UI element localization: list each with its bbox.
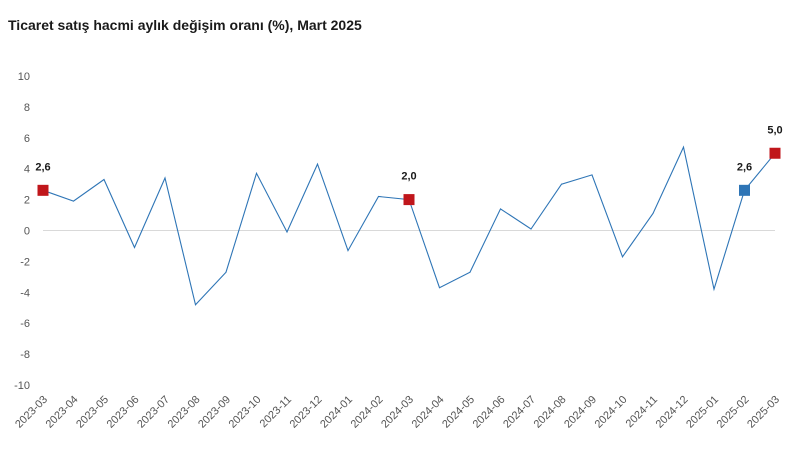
x-tick-label: 2023-04 xyxy=(44,394,81,431)
y-tick-label: 0 xyxy=(24,226,30,238)
data-label: 5,0 xyxy=(767,124,782,136)
y-tick-label: 8 xyxy=(24,102,30,114)
x-tick-label: 2024-09 xyxy=(562,394,599,431)
data-label: 2,6 xyxy=(35,161,50,173)
data-point xyxy=(164,177,166,179)
data-point xyxy=(500,208,501,210)
x-tick-label: 2024-06 xyxy=(471,394,508,431)
x-tick-label: 2024-02 xyxy=(349,394,386,431)
highlight-marker xyxy=(739,184,750,196)
y-tick-label: -8 xyxy=(20,349,30,361)
data-point xyxy=(683,146,684,148)
data-point xyxy=(73,200,74,202)
x-tick-label: 2025-03 xyxy=(745,394,782,431)
highlight-marker xyxy=(403,194,415,206)
x-tick-label: 2024-03 xyxy=(379,394,416,431)
data-label: 2,0 xyxy=(401,171,416,183)
x-tick-label: 2023-08 xyxy=(166,394,203,431)
data-point xyxy=(286,231,288,233)
y-tick-label: -2 xyxy=(20,256,30,268)
y-tick-label: 4 xyxy=(24,164,30,176)
x-tick-label: 2024-12 xyxy=(654,394,691,431)
highlight-marker xyxy=(769,147,781,159)
data-point xyxy=(378,196,379,198)
data-point xyxy=(713,288,715,290)
x-axis-ticks: 2023-032023-042023-052023-062023-072023-… xyxy=(13,394,782,431)
x-tick-label: 2024-07 xyxy=(501,394,538,431)
x-tick-label: 2024-08 xyxy=(532,394,569,431)
data-point xyxy=(530,228,532,230)
data-point xyxy=(439,287,440,289)
data-point xyxy=(225,271,227,273)
x-tick-label: 2023-07 xyxy=(135,394,172,431)
data-point xyxy=(622,256,623,258)
x-tick-label: 2024-05 xyxy=(440,394,477,431)
data-point xyxy=(103,179,105,181)
highlight-marker xyxy=(37,184,49,196)
data-point xyxy=(134,246,135,248)
y-axis-ticks: 10 8 6 4 2 0 -2 -4 -6 -8 -10 xyxy=(14,71,30,392)
x-tick-label: 2023-05 xyxy=(74,394,111,431)
data-point xyxy=(469,271,471,273)
y-tick-label: -10 xyxy=(14,380,30,392)
data-point xyxy=(591,174,593,176)
data-point xyxy=(195,304,196,306)
y-tick-label: 6 xyxy=(24,133,30,145)
x-tick-label: 2024-04 xyxy=(410,394,447,431)
data-point xyxy=(561,183,562,185)
x-tick-label: 2025-01 xyxy=(684,394,721,431)
y-tick-label: 2 xyxy=(24,195,30,207)
x-tick-label: 2023-09 xyxy=(196,394,233,431)
data-point xyxy=(317,163,318,165)
x-tick-label: 2023-06 xyxy=(105,394,142,431)
highlight-layer: 2,6 2,0 2,6 5,0 xyxy=(35,124,783,206)
data-label: 2,6 xyxy=(737,161,752,173)
y-tick-label: 10 xyxy=(18,71,30,83)
data-point xyxy=(347,250,349,252)
x-tick-label: 2023-10 xyxy=(227,394,264,431)
data-point xyxy=(652,213,654,215)
x-tick-label: 2025-02 xyxy=(715,394,752,431)
y-tick-label: -6 xyxy=(20,318,30,330)
x-tick-label: 2023-03 xyxy=(13,394,50,431)
data-point xyxy=(256,172,257,174)
x-tick-label: 2024-10 xyxy=(593,394,630,431)
chart-title: Ticaret satış hacmi aylık değişim oranı … xyxy=(8,17,362,33)
y-tick-label: -4 xyxy=(20,287,30,299)
x-tick-label: 2024-01 xyxy=(318,394,355,431)
x-tick-label: 2023-12 xyxy=(288,394,325,431)
